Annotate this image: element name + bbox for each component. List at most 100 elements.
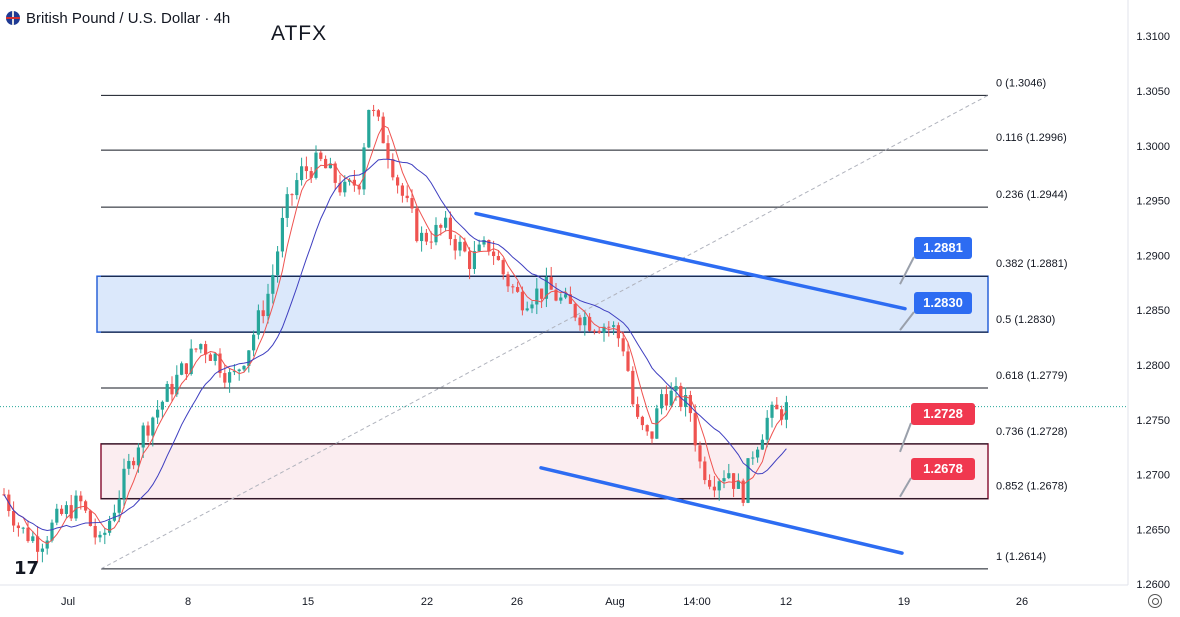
candle-body <box>280 217 284 252</box>
candle-body <box>669 390 673 406</box>
time-axis[interactable]: Jul 8 15 22 26 Aug 14:00 12 19 26 <box>0 584 1128 608</box>
candle-body <box>132 460 136 466</box>
candle-body <box>492 251 496 257</box>
candle-body <box>540 288 544 299</box>
fib-label: 0.5 (1.2830) <box>996 314 1055 326</box>
callout-label: 1.2830 <box>923 295 963 310</box>
candle-body <box>660 394 664 409</box>
price-tick-label: 1.2900 <box>1136 250 1170 262</box>
callout-label: 1.2728 <box>923 406 963 421</box>
fib-label: 0.116 (1.2996) <box>996 132 1067 144</box>
chart-title: British Pound / U.S. Dollar · 4h <box>26 9 231 27</box>
candle-body <box>256 310 260 335</box>
gear-icon[interactable] <box>1148 594 1162 608</box>
candle-body <box>765 417 769 440</box>
candle-body <box>276 251 280 275</box>
candle-body <box>674 385 678 391</box>
candle-body <box>228 372 232 383</box>
tradingview-logo-icon[interactable]: 17 <box>14 558 40 579</box>
candle-body <box>127 460 131 469</box>
candle-body <box>444 217 448 228</box>
resistance-zone <box>96 275 989 333</box>
candle-body <box>16 525 20 529</box>
callout-box <box>914 237 972 259</box>
candle-body <box>391 159 395 178</box>
candle-body <box>208 354 212 361</box>
candle-body <box>559 297 563 301</box>
time-tick-label: Aug <box>605 596 625 608</box>
candle-body <box>381 116 385 144</box>
time-tick-label: 12 <box>780 596 792 608</box>
trendlines-layer <box>474 211 907 555</box>
candle-body <box>338 182 342 193</box>
candle-body <box>602 326 606 333</box>
candle-body <box>396 177 400 186</box>
candle-body <box>453 239 457 251</box>
candle-body <box>564 294 568 298</box>
price-axis[interactable]: 1.3100 1.3050 1.3000 1.2950 1.2900 1.2850 1.28… <box>1127 0 1170 591</box>
candle-body <box>636 404 640 417</box>
candle-body <box>218 353 222 374</box>
candle-body <box>612 325 616 327</box>
candle-body <box>367 109 371 148</box>
candle-body <box>664 394 668 406</box>
candle-body <box>213 353 217 361</box>
candle-body <box>386 143 390 160</box>
candle-body <box>549 276 553 290</box>
candle-body <box>60 508 64 514</box>
candle-body <box>333 163 337 183</box>
fib-label: 1 (1.2614) <box>996 551 1046 563</box>
candle-body <box>775 404 779 410</box>
candle-body <box>122 468 126 499</box>
ma-fast-line <box>3 124 787 545</box>
candle-body <box>583 316 587 326</box>
candle-body <box>156 409 160 418</box>
candle-body <box>578 317 582 326</box>
candle-body <box>36 536 40 552</box>
candle-body <box>424 232 428 242</box>
candle-body <box>165 383 169 402</box>
candle-body <box>520 291 524 311</box>
candle-body <box>544 276 548 299</box>
candle-body <box>40 548 44 552</box>
candle-body <box>304 166 308 172</box>
candle-body <box>717 481 721 491</box>
candle-body <box>362 147 366 190</box>
candle-body <box>31 536 35 542</box>
candle-body <box>472 251 476 269</box>
candle-body <box>232 371 236 373</box>
candle-body <box>645 425 649 432</box>
candle-body <box>506 274 510 287</box>
candle-body <box>343 181 347 193</box>
candle-body <box>261 310 265 317</box>
candle-body <box>780 409 784 420</box>
candle-body <box>55 508 59 523</box>
candle-body <box>439 224 443 228</box>
fib-trend-line <box>0 94 1128 570</box>
candle-body <box>722 478 726 482</box>
callouts-layer: 1.2881 1.2830 1.2728 1.2678 <box>899 237 975 498</box>
time-tick-label: 26 <box>511 596 523 608</box>
time-tick-label: 8 <box>185 596 191 608</box>
candle-body <box>88 510 92 526</box>
price-tick-label: 1.2650 <box>1136 524 1170 536</box>
candle-body <box>400 185 404 196</box>
candle-body <box>415 208 419 242</box>
time-tick-label: 22 <box>421 596 433 608</box>
candle-body <box>650 431 654 439</box>
candle-body <box>328 163 332 169</box>
candle-body <box>285 194 289 218</box>
zones-layer <box>96 275 989 500</box>
candle-body <box>357 185 361 190</box>
candle-body <box>448 217 452 240</box>
candle-body <box>511 286 515 288</box>
candle-body <box>496 256 500 261</box>
candle-body <box>45 540 49 549</box>
time-tick-label: 14:00 <box>683 596 711 608</box>
candle-body <box>252 334 256 351</box>
time-tick-label: 26 <box>1016 596 1028 608</box>
candle-body <box>170 383 174 395</box>
candle-body <box>468 251 472 269</box>
fibonacci-layer: 0 (1.3046) 0.116 (1.2996) 0.236 (1.2944) 0.… <box>101 77 1068 570</box>
